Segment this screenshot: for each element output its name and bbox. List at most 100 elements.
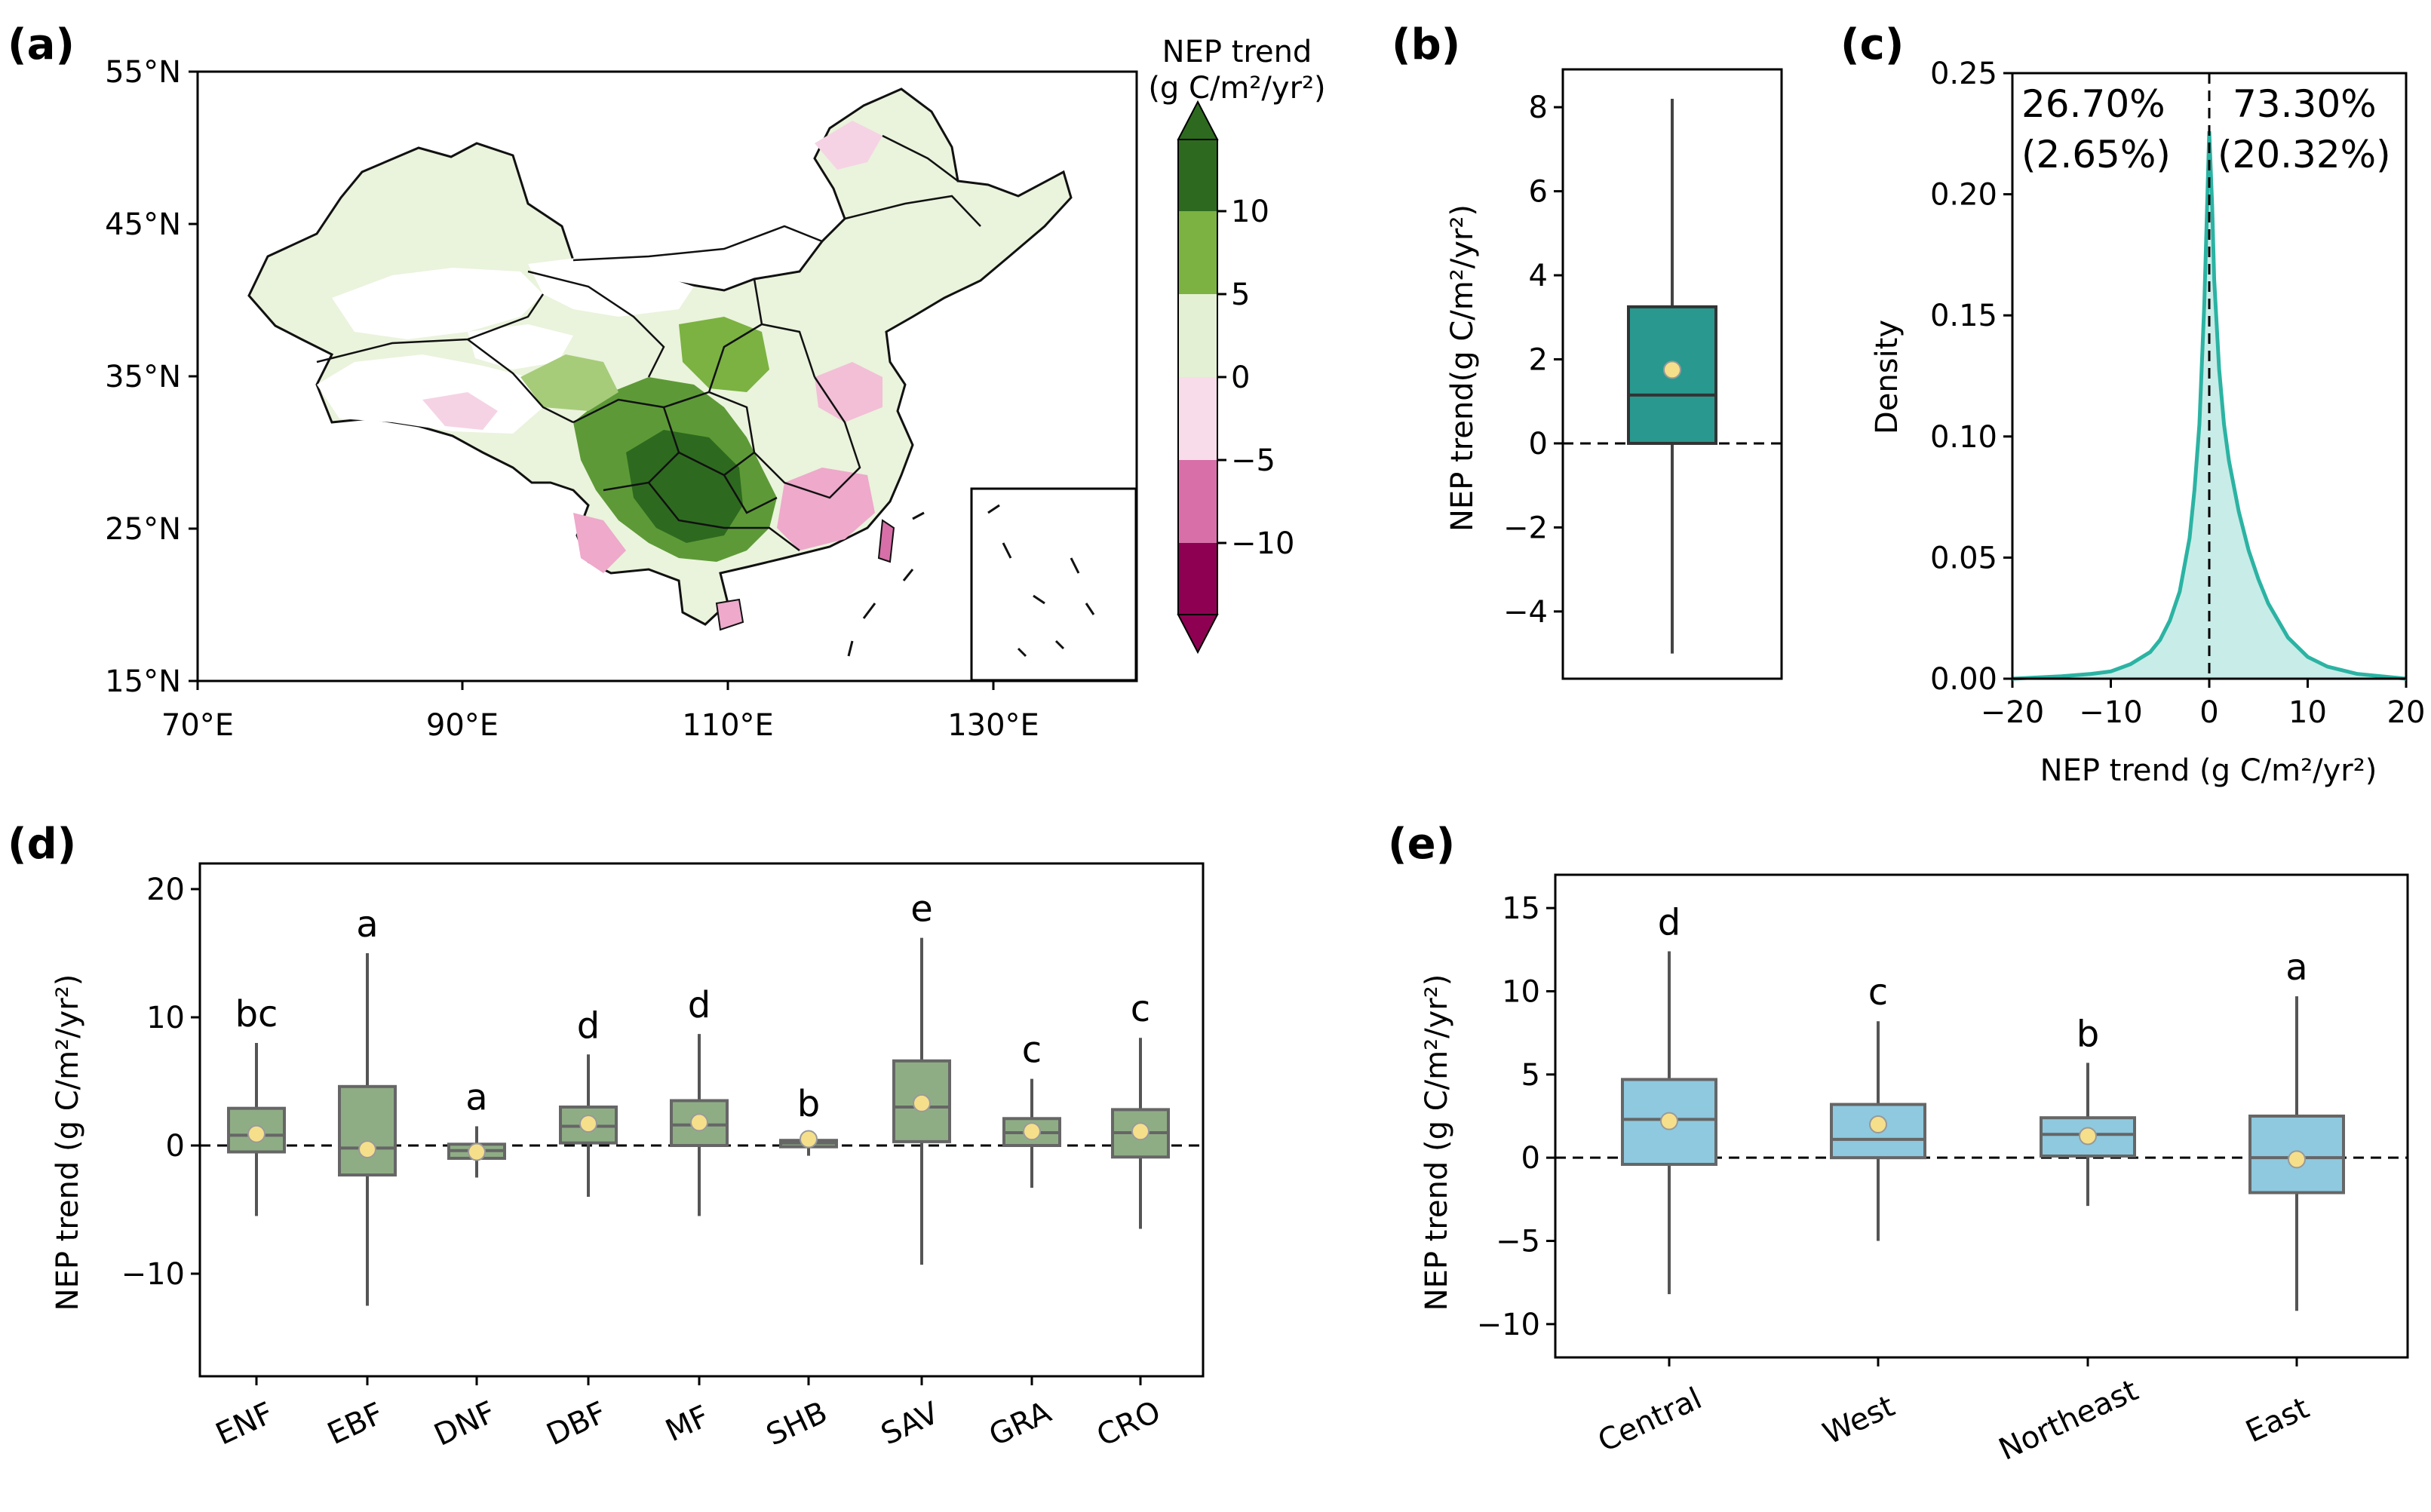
box-mean-marker — [2079, 1127, 2097, 1146]
boundary-chongqing — [663, 391, 756, 477]
box-mean-marker — [913, 1093, 931, 1112]
boundary-north — [753, 278, 763, 325]
coast-dash-1 — [862, 603, 876, 619]
box-mean-marker — [579, 1115, 597, 1133]
box-group — [447, 1126, 506, 1178]
panel-c: (c) Density NEP trend (g C/m²/yr²) 0.000… — [1840, 20, 2425, 788]
inset-dash-4 — [1085, 603, 1095, 615]
pink-west — [422, 392, 498, 430]
ytick-label: 0.25 — [1930, 57, 1997, 91]
pink-east — [815, 362, 882, 422]
box-mean-marker — [1131, 1122, 1150, 1141]
category-label: East — [2241, 1391, 2315, 1449]
ytick-label: 5 — [1521, 1058, 1540, 1093]
box-iqr — [338, 1084, 397, 1177]
colorbar-top-arrow — [1177, 100, 1219, 140]
xtick-label: 0 — [2199, 695, 2218, 730]
pos-significant-percent: (20.32%) — [2218, 133, 2391, 176]
panel-c-ylabel: Density — [1870, 320, 1905, 434]
lat-label-25: 25°N — [105, 512, 181, 547]
significance-letter: e — [910, 888, 933, 931]
lat-label-35: 35°N — [105, 360, 181, 394]
category-label: DNF — [429, 1395, 501, 1453]
neg-significant-percent: (2.65%) — [2021, 133, 2171, 176]
category-label: ENF — [210, 1396, 278, 1452]
significance-letter: c — [1868, 971, 1888, 1014]
lat-label-55: 55°N — [105, 55, 181, 90]
ytick-label: 20 — [146, 873, 185, 907]
significance-letter: c — [1131, 988, 1150, 1030]
significance-letter: c — [1022, 1029, 1042, 1072]
tarim-basin — [332, 268, 543, 339]
colorbar-seg-neg10-neg5 — [1178, 460, 1217, 543]
colorbar-label-neg5: −5 — [1231, 443, 1275, 478]
box-group — [559, 1054, 618, 1197]
boundary-northeast-1 — [844, 195, 981, 227]
panel-c-label: (c) — [1840, 20, 1904, 69]
box-group — [1627, 99, 1717, 654]
lat-ticks — [189, 70, 198, 682]
xtick-label: 20 — [2387, 695, 2426, 730]
northern-desert — [528, 256, 694, 317]
neg-percent: 26.70% — [2021, 82, 2165, 126]
box-mean-marker — [2288, 1150, 2306, 1169]
panel-e-ylabel: NEP trend (g C/m²/yr²) — [1420, 974, 1454, 1311]
boundary-east — [754, 376, 861, 499]
box-iqr — [1621, 1078, 1717, 1166]
box-mean-marker — [1023, 1122, 1041, 1141]
ytick-label: 15 — [1502, 891, 1540, 926]
panel-b: (b) NEP trend(g C/m²/yr²) 8 6 4 2 0 −2 −4 — [1392, 20, 1783, 680]
panel-e-label: (e) — [1388, 820, 1455, 869]
significance-letter: a — [2285, 946, 2307, 989]
panel-b-plot: 8 6 4 2 0 −2 −4 — [1503, 90, 1782, 654]
category-label: MF — [661, 1399, 715, 1449]
lon-label-90: 90°E — [426, 708, 499, 743]
panel-a: (a) — [8, 20, 1326, 743]
boundary-south — [648, 482, 800, 551]
panel-e-frame — [1554, 873, 2409, 1359]
colorbar: NEP trend (g C/m²/yr²) 10 5 0 −5 −10 — [1148, 35, 1326, 655]
ytick-label: 0 — [1521, 1141, 1540, 1176]
panel-d-label: (d) — [8, 820, 76, 869]
panel-d-frame — [198, 862, 1205, 1378]
ytick-label: 10 — [146, 1001, 185, 1035]
colorbar-label-0: 0 — [1231, 360, 1250, 395]
boundary-inner-mongolia — [572, 225, 823, 262]
box-group — [227, 1043, 286, 1216]
panel-e: (e) NEP trend (g C/m²/yr²) 15 10 5 0 −5 −10 d C… — [1388, 820, 2409, 1468]
category-label: Central — [1593, 1382, 1707, 1459]
box-group — [1002, 1078, 1061, 1188]
ytick-label: 0 — [166, 1129, 185, 1164]
ytick-label: −10 — [121, 1257, 185, 1292]
coast-dashes — [847, 511, 925, 657]
inset-islands — [987, 504, 1095, 658]
box-group — [1621, 951, 1717, 1295]
panel-a-label: (a) — [8, 20, 75, 69]
colorbar-label-10: 10 — [1231, 195, 1269, 229]
category-label: EBF — [322, 1396, 388, 1452]
colorbar-title-line2: (g C/m²/yr²) — [1148, 71, 1325, 106]
box-group — [2040, 1063, 2136, 1207]
significance-letter: a — [356, 903, 378, 946]
ytick-label: 0 — [1529, 427, 1548, 462]
boundary-tibet-qinghai — [467, 339, 574, 424]
box-mean-marker — [690, 1113, 708, 1132]
panel-c-frame — [2011, 72, 2408, 680]
boundary-sichuan — [572, 398, 680, 492]
category-label: CRO — [1091, 1394, 1165, 1454]
coast-dash-4 — [912, 511, 925, 520]
box-mean-marker — [358, 1140, 376, 1159]
panel-d: (d) NEP trend (g C/m²/yr²) 20100−10bcENF… — [8, 820, 1205, 1454]
ytick-label: −2 — [1503, 511, 1548, 545]
box-group — [892, 937, 951, 1265]
lat-label-15: 15°N — [105, 664, 181, 699]
ytick-label: 6 — [1529, 175, 1548, 210]
inset-dash-5 — [1054, 639, 1065, 650]
boundary-gansu — [527, 270, 665, 378]
colorbar-title-line1: NEP trend — [1162, 35, 1312, 69]
inset-dash-1 — [1002, 542, 1012, 559]
panel-c-xlabel: NEP trend (g C/m²/yr²) — [2040, 753, 2377, 788]
box-group — [1830, 1021, 1926, 1241]
china-map — [247, 87, 1137, 682]
ytick-label: 0.10 — [1930, 420, 1997, 455]
